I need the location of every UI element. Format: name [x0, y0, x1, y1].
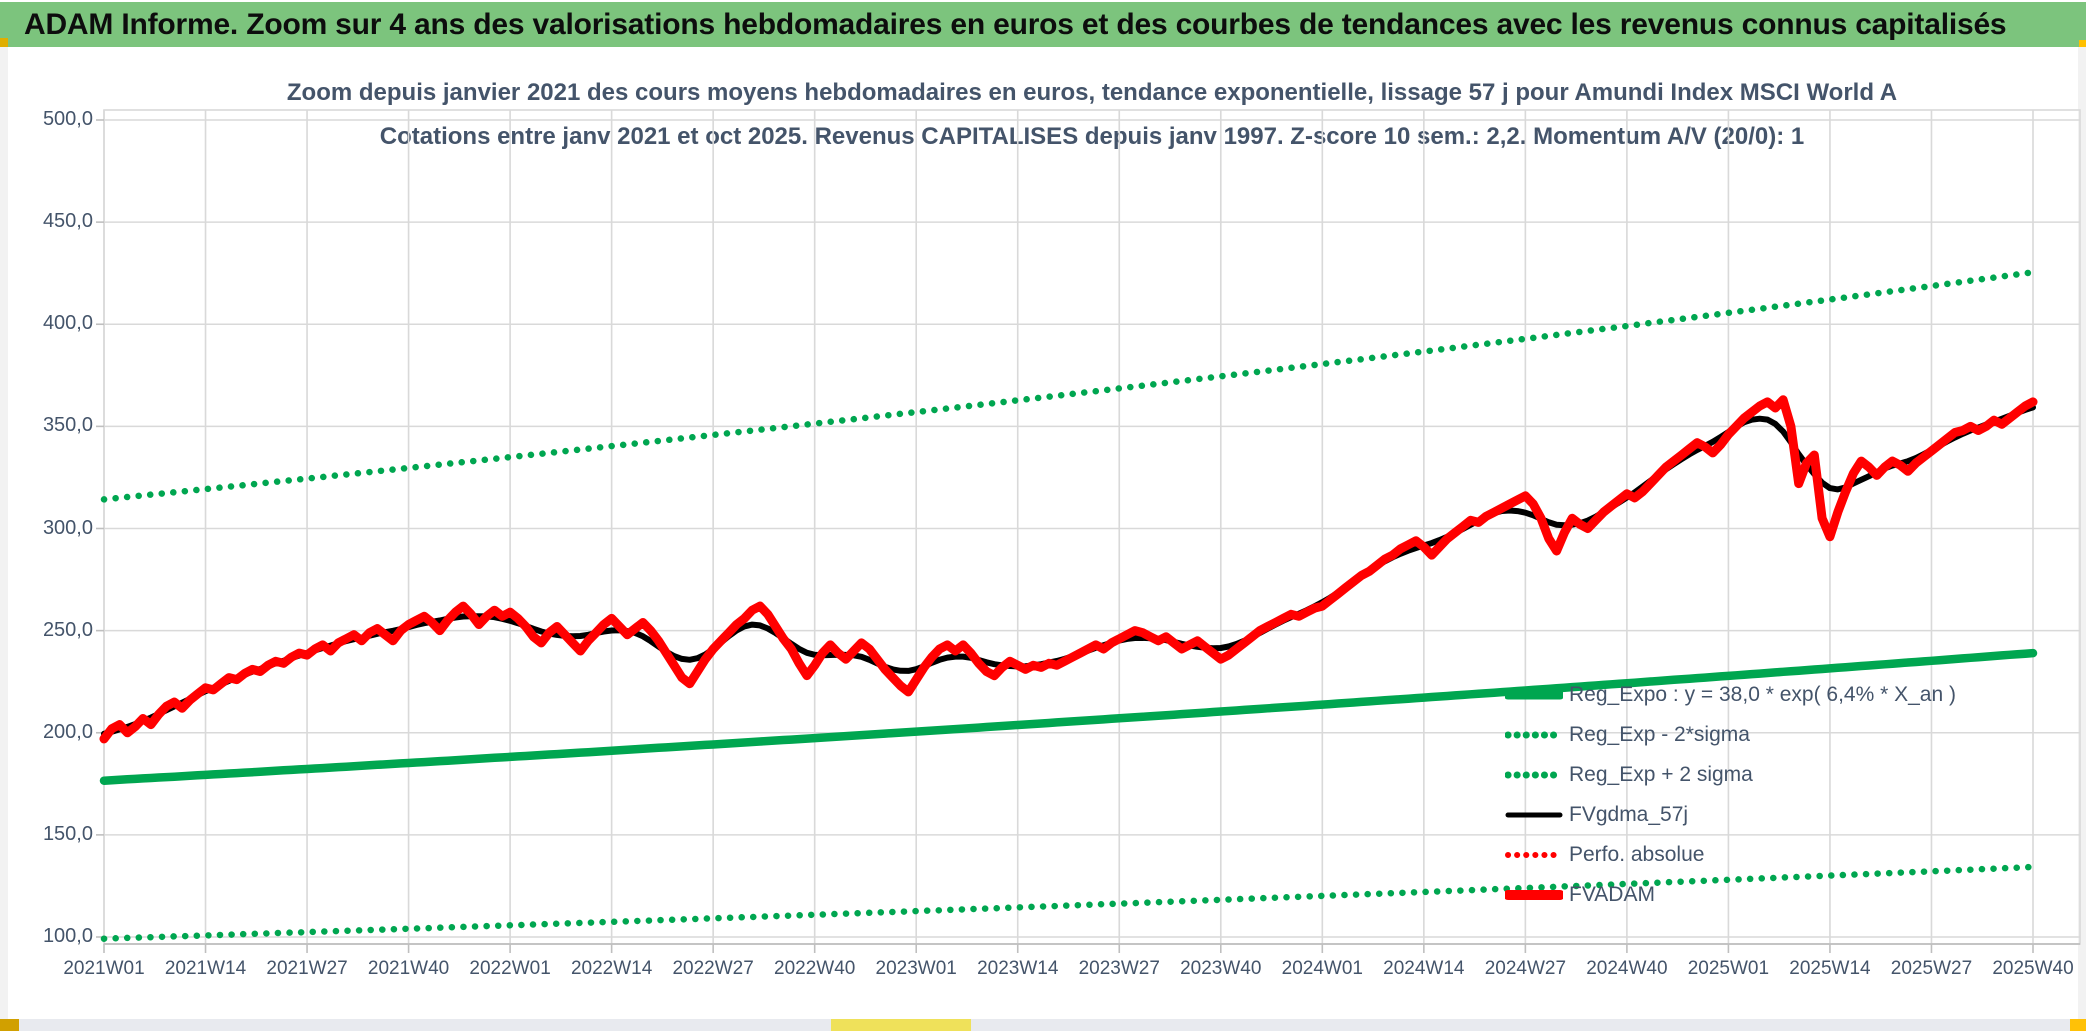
corner-accent-top-left — [0, 38, 8, 50]
legend-item: Reg_Exp + 2 sigma — [1505, 755, 1956, 795]
bottom-accent-middle — [831, 1019, 971, 1031]
x-tick-label: 2025W40 — [1992, 958, 2074, 979]
x-tick-label: 2022W40 — [774, 958, 856, 979]
x-tick-label: 2025W14 — [1789, 958, 1871, 979]
y-tick-label: 350,0 — [42, 414, 93, 437]
legend-item: Reg_Expo : y = 38,0 * exp( 6,4% * X_an ) — [1505, 675, 1956, 715]
y-tick-label: 500,0 — [42, 108, 93, 130]
legend-item: Reg_Exp - 2*sigma — [1505, 715, 1956, 755]
x-tick-label: 2023W27 — [1078, 958, 1160, 979]
chart-title-line2: Cotations entre janv 2021 et oct 2025. R… — [379, 123, 1805, 150]
x-tick-label: 2024W40 — [1586, 958, 1668, 979]
series-reg-expo — [99, 648, 2038, 785]
legend: Reg_Expo : y = 38,0 * exp( 6,4% * X_an )… — [1505, 675, 1956, 915]
banner-title: ADAM Informe. Zoom sur 4 ans des valoris… — [24, 7, 2007, 41]
legend-marker-dotted — [1505, 769, 1563, 781]
legend-label: FVgdma_57j — [1569, 803, 1689, 826]
left-gutter — [0, 47, 8, 1019]
legend-marker-dotted — [1505, 729, 1563, 741]
x-tick-label: 2025W27 — [1890, 958, 1973, 979]
x-tick-label: 2022W14 — [570, 958, 653, 979]
legend-item: Perfo. absolue — [1505, 835, 1956, 875]
chart-title-line1: Zoom depuis janvier 2021 des cours moyen… — [286, 79, 1898, 106]
y-tick-label: 300,0 — [42, 516, 93, 539]
series-reg-exp-plus-2sigma — [100, 269, 2037, 503]
x-tick-label: 2021W01 — [63, 958, 145, 979]
y-tick-label: 200,0 — [42, 720, 93, 743]
series-reg-exp-minus-2sigma — [100, 863, 2037, 942]
legend-marker-solid — [1505, 809, 1563, 821]
legend-marker-solid — [1505, 889, 1563, 901]
x-tick-label: 2022W27 — [672, 958, 754, 979]
legend-label: Reg_Expo : y = 38,0 * exp( 6,4% * X_an ) — [1569, 683, 1956, 706]
x-tick-label: 2021W27 — [266, 958, 348, 979]
y-tick-label: 100,0 — [42, 925, 93, 947]
y-tick-label: 250,0 — [42, 618, 93, 641]
title-banner: ADAM Informe. Zoom sur 4 ans des valoris… — [0, 2, 2086, 47]
x-tick-label: 2021W14 — [164, 958, 247, 979]
x-tick-label: 2023W40 — [1180, 958, 1262, 979]
series-fvadam — [99, 395, 2038, 744]
y-tick-label: 150,0 — [42, 822, 93, 845]
legend-label: Reg_Exp - 2*sigma — [1569, 723, 1750, 746]
chart-title: Zoom depuis janvier 2021 des cours moyen… — [104, 78, 2080, 152]
legend-label: Perfo. absolue — [1569, 843, 1705, 866]
bottom-accent-left — [0, 1019, 19, 1031]
bottom-accent-right — [2070, 1019, 2086, 1031]
y-tick-label: 450,0 — [42, 210, 93, 233]
legend-label: Reg_Exp + 2 sigma — [1569, 763, 1753, 786]
x-tick-label: 2025W01 — [1687, 958, 1770, 979]
legend-item: FVgdma_57j — [1505, 795, 1956, 835]
x-tick-label: 2021W40 — [367, 958, 450, 979]
bottom-bar — [0, 1019, 2086, 1031]
y-tick-label: 400,0 — [42, 312, 93, 335]
legend-marker-solid — [1505, 689, 1563, 701]
legend-item: FVADAM — [1505, 875, 1956, 915]
x-tick-label: 2024W01 — [1281, 958, 1363, 979]
x-tick-label: 2024W27 — [1484, 958, 1567, 979]
x-tick-label: 2023W01 — [875, 958, 957, 979]
legend-label: FVADAM — [1569, 883, 1655, 906]
x-tick-label: 2023W14 — [977, 958, 1059, 979]
right-gutter — [2078, 47, 2086, 1019]
legend-marker-dotted — [1505, 849, 1563, 861]
x-tick-label: 2024W14 — [1383, 958, 1465, 979]
x-tick-label: 2022W01 — [469, 958, 551, 979]
